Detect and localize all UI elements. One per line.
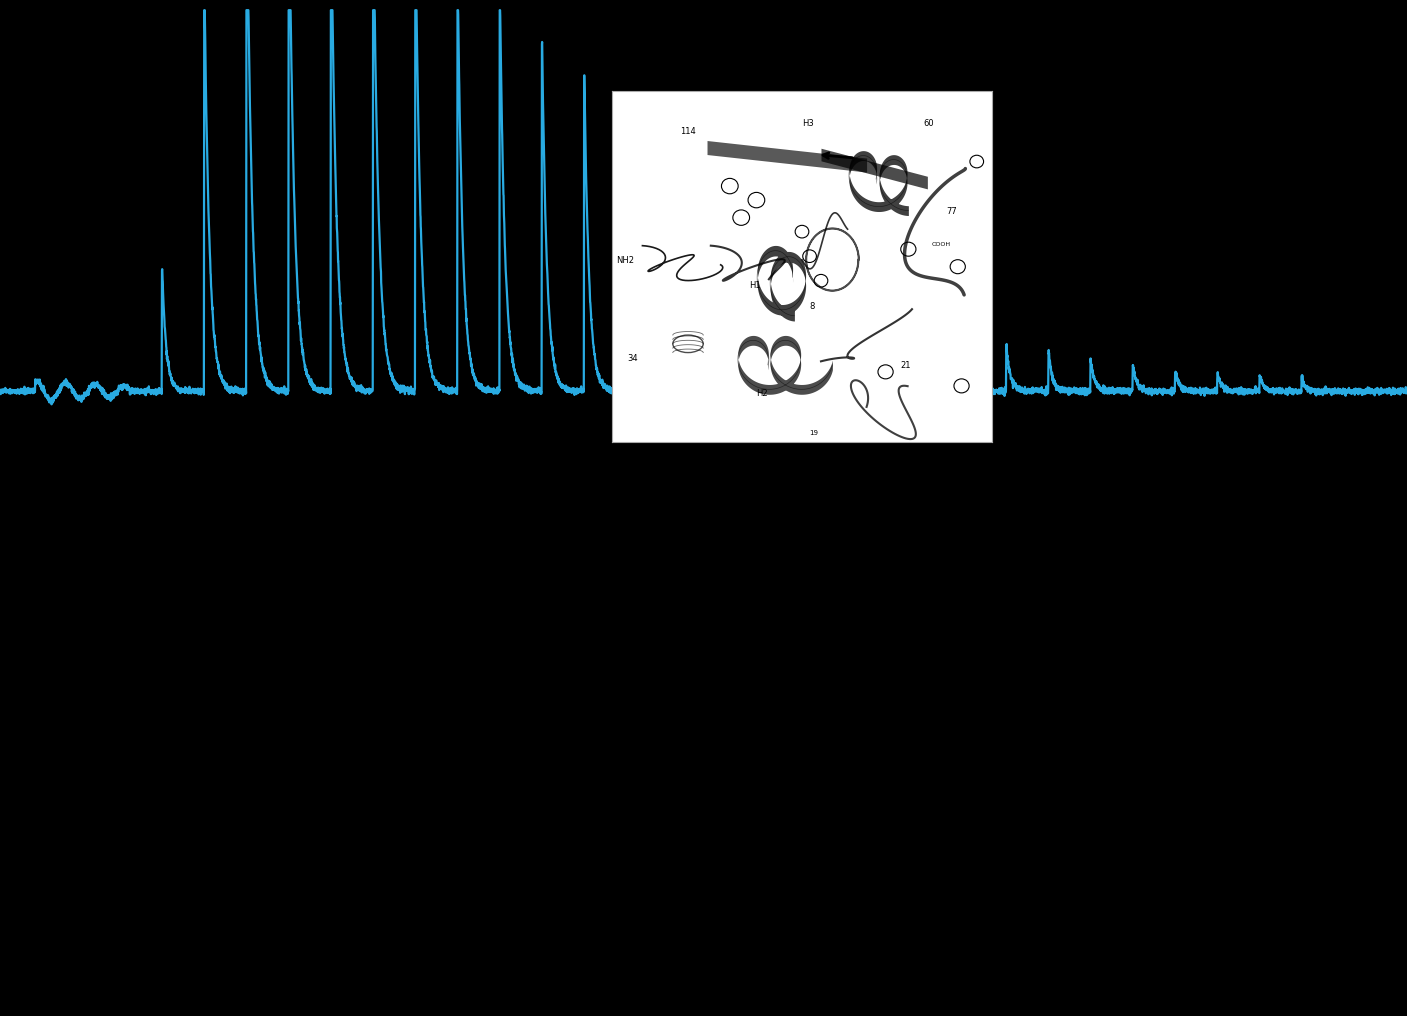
Text: H2: H2 [757, 389, 768, 398]
Text: 114: 114 [681, 127, 696, 135]
Text: COOH: COOH [931, 242, 950, 247]
Text: 8: 8 [809, 302, 815, 311]
Text: 19: 19 [809, 430, 819, 436]
Text: NH2: NH2 [616, 256, 633, 265]
Text: 77: 77 [947, 207, 957, 216]
Text: 21: 21 [900, 362, 912, 371]
Text: 60: 60 [923, 120, 934, 128]
Text: H1: H1 [749, 280, 760, 290]
Text: 34: 34 [628, 355, 637, 364]
Text: H3: H3 [802, 120, 813, 128]
